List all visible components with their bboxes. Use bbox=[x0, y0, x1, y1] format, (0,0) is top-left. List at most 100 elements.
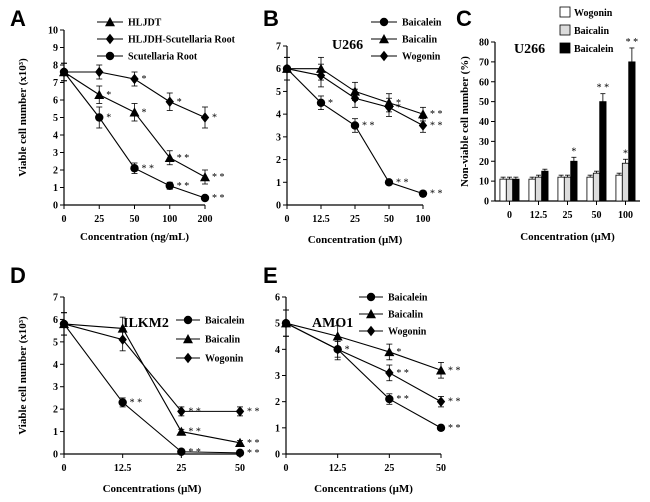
significance-label: * * bbox=[396, 368, 409, 379]
x-axis-label: Concentration (μM) bbox=[308, 234, 403, 246]
y-tick-label: 30 bbox=[479, 137, 489, 148]
significance-label: * bbox=[177, 97, 182, 108]
significance-label: * * bbox=[212, 172, 225, 183]
legend-marker bbox=[183, 315, 193, 325]
series-scutellaria-root: * * * * * * * bbox=[59, 62, 225, 204]
y-tick-label: 0 bbox=[53, 450, 58, 461]
legend-label: Baicalin bbox=[205, 335, 240, 346]
x-tick-label: 50 bbox=[130, 214, 140, 225]
significance-label: * bbox=[328, 98, 333, 109]
series-wogonin: ** * bbox=[282, 56, 443, 133]
legend-marker bbox=[183, 334, 193, 344]
x-tick-label: 25 bbox=[563, 210, 573, 221]
y-tick-label: 1 bbox=[53, 427, 58, 438]
data-point bbox=[165, 96, 174, 107]
significance-label: * * bbox=[247, 438, 260, 449]
significance-label: * * bbox=[430, 121, 443, 132]
y-tick-label: 2 bbox=[53, 166, 58, 177]
legend-label: Wogonin bbox=[388, 327, 427, 338]
data-point bbox=[118, 398, 127, 407]
series-baicalin: * bbox=[505, 148, 630, 202]
y-tick-label: 7 bbox=[276, 42, 281, 53]
x-tick-label: 100 bbox=[162, 214, 177, 225]
y-tick-label: 6 bbox=[275, 293, 280, 304]
y-tick-label: 2 bbox=[275, 397, 280, 408]
legend-marker bbox=[366, 325, 376, 337]
y-tick-label: 4 bbox=[276, 110, 281, 121]
y-tick-label: 80 bbox=[479, 38, 489, 49]
significance-label: * * bbox=[188, 406, 201, 417]
data-point bbox=[177, 406, 186, 417]
series-line bbox=[63, 323, 241, 454]
bar bbox=[586, 176, 594, 202]
chart-title: ILKM2 bbox=[123, 316, 169, 331]
significance-label: * bbox=[396, 102, 401, 113]
significance-label: * bbox=[106, 113, 111, 124]
panel-letter: A bbox=[10, 6, 26, 31]
legend-label: Wogonin bbox=[205, 354, 244, 365]
legend: Baicalein Baicalin Wogonin bbox=[371, 18, 442, 63]
y-axis-label: Non-viable cell number (%) bbox=[459, 56, 471, 187]
data-point bbox=[282, 63, 292, 74]
significance-label: * bbox=[623, 148, 628, 159]
x-tick-label: 0 bbox=[284, 463, 289, 474]
chart-title: U266 bbox=[332, 38, 363, 53]
y-tick-label: 6 bbox=[276, 64, 281, 75]
panel-e: E 0 1 2 3 4 5 6 0 12.5 25 50 Concentrations (μM) AMO1… bbox=[263, 263, 461, 495]
y-tick-label: 5 bbox=[276, 87, 281, 98]
data-point bbox=[384, 346, 395, 357]
legend: Wogonin Baicalin Baicalein bbox=[559, 6, 614, 55]
legend-label: Scutellaria Root bbox=[128, 52, 198, 63]
legend-label: Wogonin bbox=[402, 52, 441, 63]
data-point bbox=[95, 66, 104, 78]
x-tick-label: 50 bbox=[235, 463, 245, 474]
legend-label: Baicalein bbox=[402, 18, 442, 29]
series-hljdh-scutellaria-root: * * * bbox=[59, 62, 217, 129]
legend-label: Baicalein bbox=[574, 44, 614, 55]
legend-label: HLJDT bbox=[128, 18, 162, 29]
data-point bbox=[130, 73, 139, 85]
y-tick-label: 0 bbox=[53, 201, 58, 212]
y-tick-label: 0 bbox=[275, 450, 280, 461]
series-line bbox=[285, 322, 442, 429]
bar bbox=[570, 160, 578, 202]
significance-label: * * bbox=[448, 423, 461, 434]
legend-marker bbox=[105, 51, 115, 61]
data-point bbox=[418, 189, 428, 198]
legend-label: Baicalein bbox=[388, 293, 428, 304]
y-tick-label: 20 bbox=[479, 157, 489, 168]
significance-label: * * bbox=[430, 109, 443, 120]
bar bbox=[615, 174, 623, 202]
y-tick-label: 1 bbox=[276, 178, 281, 189]
x-tick-label: 25 bbox=[176, 463, 186, 474]
data-point bbox=[59, 318, 69, 330]
y-tick-label: 4 bbox=[53, 131, 58, 142]
legend-swatch bbox=[559, 24, 571, 36]
series-baicalin: ** * bbox=[282, 56, 443, 122]
panel-letter: E bbox=[263, 263, 278, 288]
y-tick-label: 10 bbox=[479, 177, 489, 188]
data-point bbox=[235, 448, 245, 458]
legend-label: Baicalein bbox=[205, 316, 245, 327]
legend-marker bbox=[379, 34, 389, 44]
data-point bbox=[94, 89, 105, 99]
series-baicalin: ** * bbox=[281, 309, 461, 379]
significance-label: * * bbox=[188, 427, 201, 438]
series-line bbox=[285, 322, 442, 403]
significance-label: * bbox=[212, 113, 217, 124]
bar bbox=[499, 178, 507, 202]
data-point bbox=[281, 317, 291, 329]
x-tick-label: 25 bbox=[384, 463, 394, 474]
chart-title: AMO1 bbox=[312, 316, 353, 331]
y-tick-label: 60 bbox=[479, 77, 489, 88]
data-point bbox=[130, 164, 139, 173]
significance-label: * bbox=[396, 98, 401, 109]
series-line bbox=[285, 322, 442, 371]
data-point bbox=[235, 406, 245, 417]
y-tick-label: 5 bbox=[53, 113, 58, 124]
bar bbox=[563, 176, 572, 202]
series-baicalein: ** ** ** * bbox=[282, 56, 443, 200]
y-tick-label: 4 bbox=[275, 345, 280, 356]
data-point bbox=[384, 102, 394, 113]
